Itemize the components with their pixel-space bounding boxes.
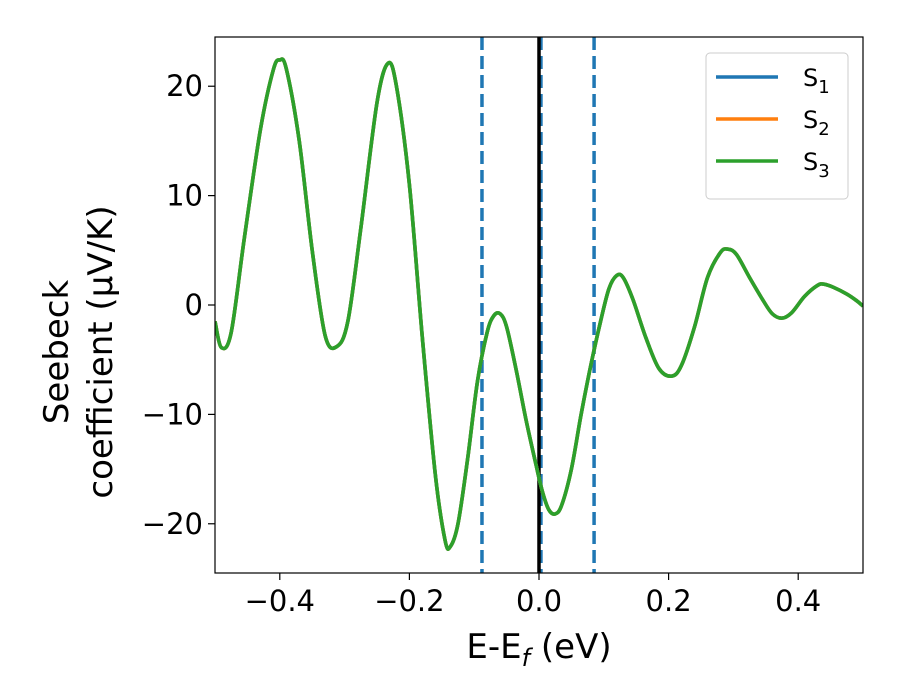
y-axis-label-line2: coefficient (μV/K) <box>81 205 121 498</box>
y-tick-label: 20 <box>166 69 203 103</box>
reference-lines <box>480 37 596 573</box>
y-axis-label-line1: Seebeck <box>37 280 77 425</box>
legend-label-main: S <box>803 148 818 176</box>
y-tick-label: 0 <box>185 288 203 322</box>
y-tick-label: −20 <box>142 507 203 541</box>
legend-label-main: S <box>803 106 818 134</box>
y-tick-label: −10 <box>142 397 203 431</box>
x-tick-label: 0.0 <box>516 584 562 618</box>
legend-label-sub: 2 <box>818 119 829 140</box>
series-line-s3 <box>215 57 863 551</box>
x-tick-label: 0.2 <box>646 584 692 618</box>
x-axis-label-rest: (eV) <box>530 627 612 667</box>
x-tick-label: 0.4 <box>775 584 821 618</box>
legend-label-main: S <box>803 64 818 92</box>
series-lines <box>215 57 863 551</box>
legend-label-s1: S1 <box>803 64 830 98</box>
x-axis-label-main: E-E <box>466 627 521 667</box>
legend-label-sub: 1 <box>818 77 829 98</box>
y-tick-label: 10 <box>166 179 203 213</box>
y-axis-ticks: −20 −10 0 10 20 <box>142 69 215 541</box>
legend-label-sub: 3 <box>818 161 829 182</box>
legend-label-s2: S2 <box>803 106 830 140</box>
x-tick-label: −0.2 <box>374 584 444 618</box>
legend-label-s3: S3 <box>803 148 830 182</box>
x-axis-ticks: −0.4 −0.2 0.0 0.2 0.4 <box>245 573 821 618</box>
x-tick-label: −0.4 <box>245 584 315 618</box>
x-axis-label: E-Ef (eV) <box>466 627 611 672</box>
